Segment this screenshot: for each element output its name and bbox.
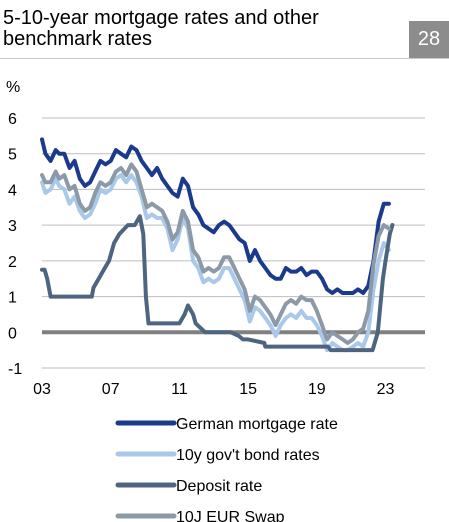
x-tick-label: 03 [33,381,51,398]
y-tick-label: 5 [8,147,17,164]
chart-title: 5-10-year mortgage rates and other bench… [3,7,319,50]
x-tick-label: 23 [377,381,395,398]
y-tick-label: 6 [8,111,17,128]
legend-label-2: 10y gov't bond rates [176,447,320,464]
y-tick-label: 3 [8,218,17,235]
legend-label-4: 10J EUR Swap [176,509,285,522]
title-divider [0,58,449,59]
y-tick-label: 4 [8,182,17,199]
series-line-1 [40,137,391,295]
y-tick-label: 1 [8,290,17,307]
series-line-3 [40,214,395,353]
y-tick-label: -1 [8,361,22,378]
x-tick-label: 19 [308,381,326,398]
legend-label-3: Deposit rate [176,478,262,495]
series-line-2 [40,173,391,353]
y-tick-label: 0 [8,325,17,342]
x-tick-label: 15 [239,381,257,398]
x-tick-label: 07 [102,381,120,398]
series-line-4 [40,162,391,345]
x-tick-label: 11 [171,381,188,398]
y-tick-label: 2 [8,254,17,271]
y-axis-label: % [6,79,20,96]
page-number-badge: 28 [409,21,449,58]
legend-label-1: German mortgage rate [176,416,338,433]
